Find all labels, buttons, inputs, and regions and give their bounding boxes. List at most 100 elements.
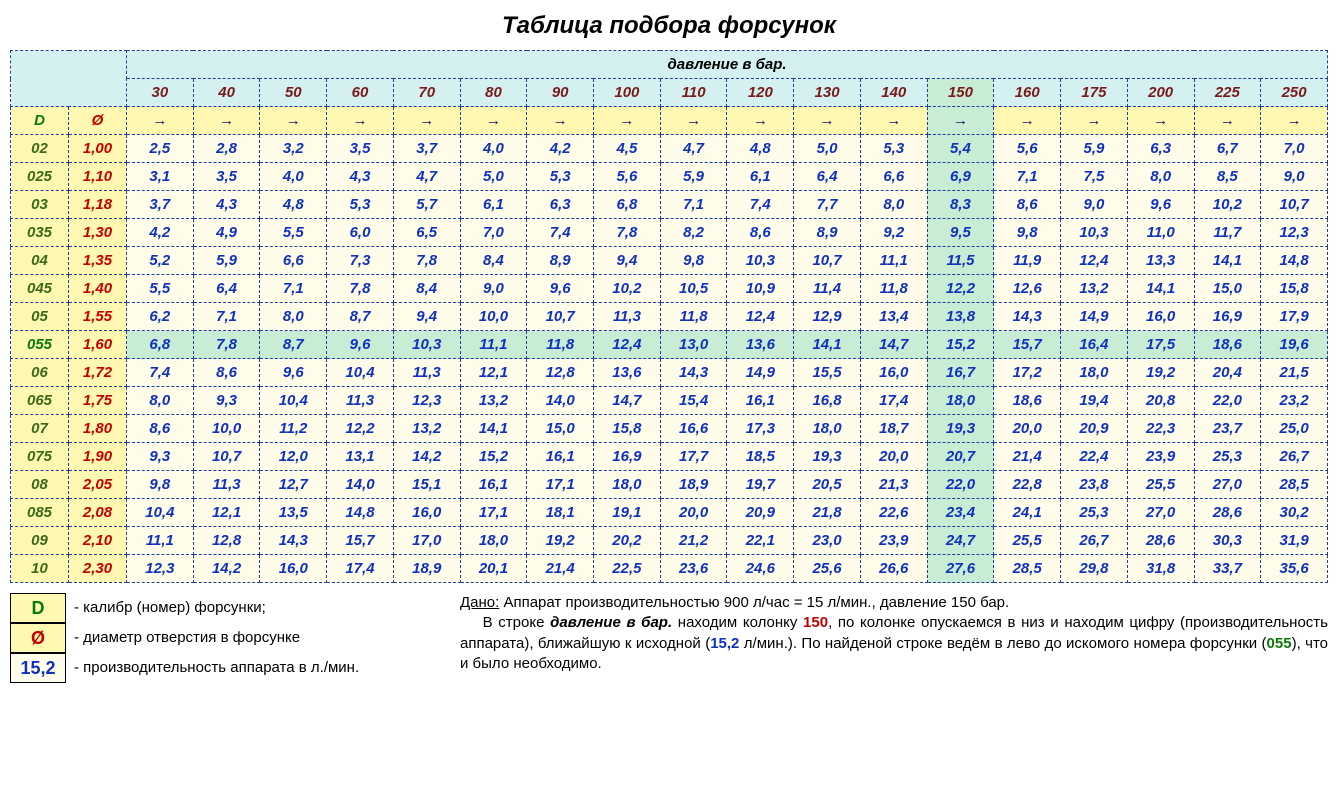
value-cell: 22,0 xyxy=(927,471,994,499)
value-cell: 14,8 xyxy=(327,499,394,527)
value-cell: 6,5 xyxy=(393,219,460,247)
value-cell: 9,6 xyxy=(1127,191,1194,219)
value-cell: 13,6 xyxy=(594,359,661,387)
arrow-cell: → xyxy=(660,107,727,135)
value-cell: 12,1 xyxy=(460,359,527,387)
value-cell: 6,8 xyxy=(127,331,194,359)
value-cell: 11,3 xyxy=(193,471,260,499)
value-cell: 5,2 xyxy=(127,247,194,275)
value-cell: 10,3 xyxy=(1061,219,1128,247)
value-cell: 11,9 xyxy=(994,247,1061,275)
arrow-cell: → xyxy=(927,107,994,135)
value-cell: 18,0 xyxy=(460,527,527,555)
legend-d-text: - калибр (номер) форсунки; xyxy=(74,593,430,623)
value-cell: 16,8 xyxy=(794,387,861,415)
phi-cell: 2,10 xyxy=(69,527,127,555)
value-cell: 28,6 xyxy=(1194,499,1261,527)
value-cell: 22,3 xyxy=(1127,415,1194,443)
value-cell: 7,7 xyxy=(794,191,861,219)
value-cell: 8,6 xyxy=(994,191,1061,219)
value-cell: 24,1 xyxy=(994,499,1061,527)
phi-cell: 2,08 xyxy=(69,499,127,527)
arrow-cell: → xyxy=(994,107,1061,135)
value-cell: 11,1 xyxy=(127,527,194,555)
value-cell: 4,5 xyxy=(594,135,661,163)
value-cell: 4,0 xyxy=(260,163,327,191)
value-cell: 23,9 xyxy=(1127,443,1194,471)
value-cell: 13,2 xyxy=(393,415,460,443)
phi-cell: 1,60 xyxy=(69,331,127,359)
pressure-col-100: 100 xyxy=(594,79,661,107)
arrow-cell: → xyxy=(327,107,394,135)
value-cell: 14,1 xyxy=(794,331,861,359)
value-cell: 25,3 xyxy=(1194,443,1261,471)
value-cell: 16,4 xyxy=(1061,331,1128,359)
arrow-cell: → xyxy=(1261,107,1328,135)
value-cell: 10,4 xyxy=(127,499,194,527)
value-cell: 12,2 xyxy=(327,415,394,443)
value-cell: 24,6 xyxy=(727,555,794,583)
value-cell: 9,3 xyxy=(193,387,260,415)
value-cell: 10,3 xyxy=(393,331,460,359)
value-cell: 17,4 xyxy=(860,387,927,415)
phi-cell: 1,30 xyxy=(69,219,127,247)
value-cell: 15,0 xyxy=(1194,275,1261,303)
value-cell: 6,1 xyxy=(460,191,527,219)
value-cell: 12,8 xyxy=(527,359,594,387)
value-cell: 6,0 xyxy=(327,219,394,247)
value-cell: 5,3 xyxy=(860,135,927,163)
arrow-cell: → xyxy=(1061,107,1128,135)
value-cell: 8,5 xyxy=(1194,163,1261,191)
value-cell: 11,8 xyxy=(527,331,594,359)
value-cell: 4,7 xyxy=(393,163,460,191)
value-cell: 7,0 xyxy=(1261,135,1328,163)
value-cell: 7,8 xyxy=(327,275,394,303)
value-cell: 18,0 xyxy=(594,471,661,499)
d-cell: 085 xyxy=(11,499,69,527)
value-cell: 4,2 xyxy=(127,219,194,247)
value-cell: 20,9 xyxy=(727,499,794,527)
value-cell: 14,1 xyxy=(1194,247,1261,275)
value-cell: 14,1 xyxy=(460,415,527,443)
value-cell: 22,0 xyxy=(1194,387,1261,415)
d-cell: 035 xyxy=(11,219,69,247)
value-cell: 4,7 xyxy=(660,135,727,163)
value-cell: 12,4 xyxy=(1061,247,1128,275)
value-cell: 8,0 xyxy=(260,303,327,331)
value-cell: 20,2 xyxy=(594,527,661,555)
value-cell: 14,8 xyxy=(1261,247,1328,275)
value-cell: 14,7 xyxy=(594,387,661,415)
value-cell: 27,0 xyxy=(1127,499,1194,527)
value-cell: 23,7 xyxy=(1194,415,1261,443)
value-cell: 17,0 xyxy=(393,527,460,555)
example-text: Дано: Аппарат производительностью 900 л/… xyxy=(460,593,1328,674)
value-cell: 15,7 xyxy=(994,331,1061,359)
value-cell: 5,0 xyxy=(460,163,527,191)
value-cell: 13,6 xyxy=(727,331,794,359)
pressure-col-120: 120 xyxy=(727,79,794,107)
value-cell: 4,0 xyxy=(460,135,527,163)
value-cell: 15,1 xyxy=(393,471,460,499)
legend-box-val: 15,2 xyxy=(10,653,66,683)
value-cell: 5,9 xyxy=(1061,135,1128,163)
value-cell: 6,6 xyxy=(260,247,327,275)
pressure-col-150: 150 xyxy=(927,79,994,107)
value-cell: 18,0 xyxy=(1061,359,1128,387)
value-cell: 20,8 xyxy=(1127,387,1194,415)
value-cell: 7,0 xyxy=(460,219,527,247)
phi-cell: 1,75 xyxy=(69,387,127,415)
value-cell: 28,5 xyxy=(1261,471,1328,499)
d-cell: 065 xyxy=(11,387,69,415)
value-cell: 12,6 xyxy=(994,275,1061,303)
value-cell: 5,7 xyxy=(393,191,460,219)
pressure-col-50: 50 xyxy=(260,79,327,107)
value-cell: 18,7 xyxy=(860,415,927,443)
value-cell: 4,8 xyxy=(260,191,327,219)
value-cell: 15,2 xyxy=(460,443,527,471)
value-cell: 4,3 xyxy=(327,163,394,191)
pressure-col-225: 225 xyxy=(1194,79,1261,107)
value-cell: 8,6 xyxy=(127,415,194,443)
value-cell: 14,9 xyxy=(1061,303,1128,331)
arrow-cell: → xyxy=(794,107,861,135)
value-cell: 10,3 xyxy=(727,247,794,275)
